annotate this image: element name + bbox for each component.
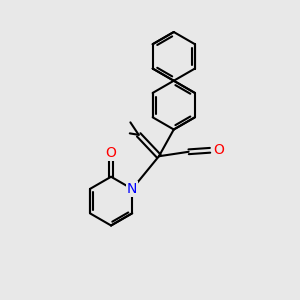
Text: O: O xyxy=(214,143,224,157)
Text: O: O xyxy=(106,146,116,160)
Text: N: N xyxy=(127,182,137,196)
Text: N: N xyxy=(127,182,137,196)
